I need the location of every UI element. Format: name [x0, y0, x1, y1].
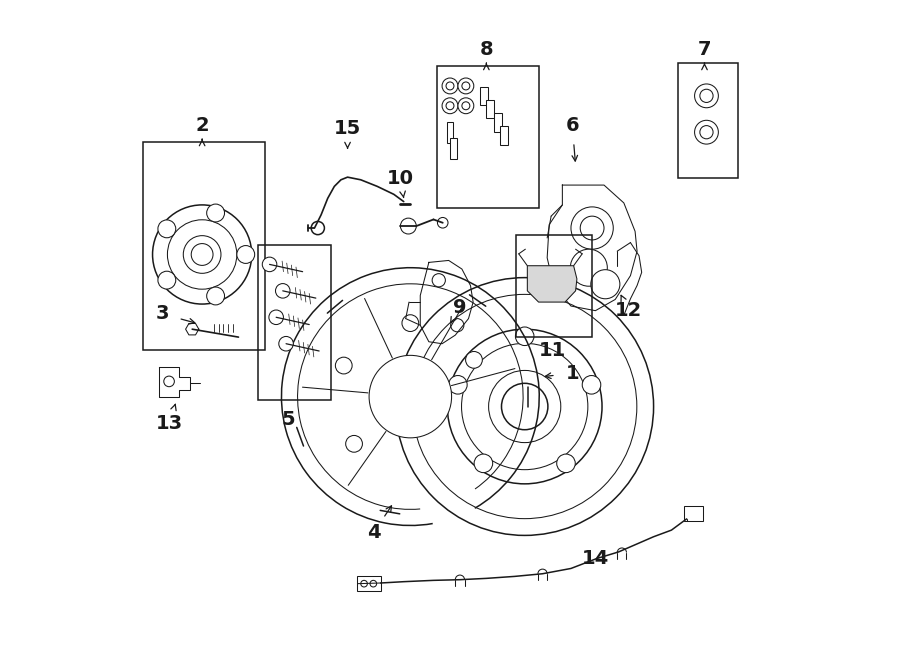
Bar: [446, 122, 454, 143]
Bar: [357, 576, 382, 591]
Circle shape: [448, 375, 467, 394]
Circle shape: [458, 98, 473, 114]
Circle shape: [369, 356, 452, 438]
Bar: [258, 245, 331, 400]
Bar: [516, 235, 592, 337]
Circle shape: [571, 207, 613, 249]
Bar: [436, 66, 539, 208]
Bar: [684, 506, 703, 521]
Text: 12: 12: [615, 301, 642, 320]
Circle shape: [542, 272, 559, 289]
Circle shape: [590, 270, 620, 299]
Circle shape: [279, 336, 293, 351]
Text: 2: 2: [195, 116, 209, 135]
Circle shape: [262, 257, 277, 272]
Bar: [450, 138, 456, 159]
Circle shape: [402, 315, 418, 332]
Circle shape: [442, 78, 458, 94]
Circle shape: [442, 98, 458, 114]
Bar: [493, 113, 501, 132]
Bar: [486, 100, 493, 118]
Circle shape: [432, 274, 446, 287]
Circle shape: [695, 120, 718, 144]
Text: 14: 14: [581, 549, 609, 568]
Text: 4: 4: [367, 523, 381, 541]
Circle shape: [695, 84, 718, 108]
Text: 1: 1: [565, 364, 579, 383]
Text: 9: 9: [454, 298, 467, 317]
Polygon shape: [527, 266, 577, 302]
Text: 15: 15: [334, 120, 361, 138]
Circle shape: [269, 310, 284, 325]
Text: 6: 6: [565, 116, 579, 135]
Circle shape: [158, 271, 176, 289]
Circle shape: [311, 221, 324, 235]
Circle shape: [207, 204, 224, 222]
Text: 7: 7: [698, 40, 711, 59]
Text: 5: 5: [281, 410, 295, 429]
Circle shape: [336, 357, 352, 374]
Bar: [678, 63, 737, 178]
Circle shape: [346, 436, 363, 452]
Circle shape: [191, 244, 213, 265]
Text: 8: 8: [480, 40, 493, 59]
Bar: [142, 142, 265, 350]
Circle shape: [465, 352, 482, 368]
Circle shape: [158, 220, 176, 238]
Circle shape: [557, 454, 575, 473]
Circle shape: [164, 376, 175, 387]
Circle shape: [207, 287, 224, 305]
Circle shape: [237, 246, 255, 263]
Circle shape: [571, 249, 608, 286]
Text: 3: 3: [156, 305, 169, 323]
Circle shape: [275, 284, 290, 298]
Text: 13: 13: [156, 414, 183, 432]
Circle shape: [501, 383, 548, 430]
Circle shape: [451, 319, 464, 332]
Circle shape: [458, 78, 473, 94]
Circle shape: [582, 375, 601, 394]
Circle shape: [400, 218, 417, 234]
Bar: [481, 87, 489, 105]
Circle shape: [516, 327, 534, 346]
Circle shape: [474, 454, 492, 473]
Text: 11: 11: [539, 341, 566, 360]
Bar: [500, 126, 508, 145]
Text: 10: 10: [387, 169, 414, 188]
